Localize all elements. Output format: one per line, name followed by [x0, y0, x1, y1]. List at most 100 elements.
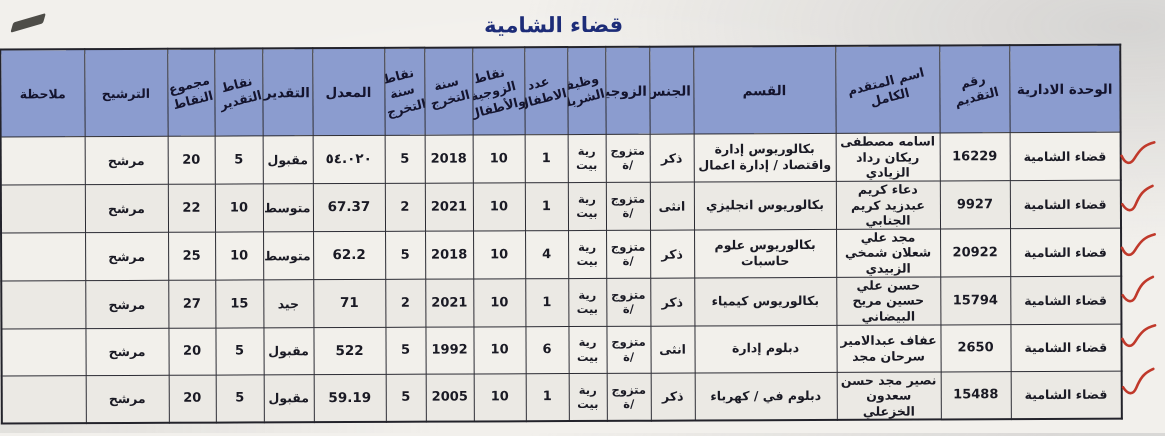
- cell-marital: متزوج /ة: [605, 182, 651, 231]
- red-check-icon: [1119, 229, 1156, 261]
- column-header-label: الوحدة الادارية: [1016, 81, 1113, 98]
- cell-grad_year: 2005: [425, 373, 474, 423]
- cell-unit: قضاء الشامية: [1010, 275, 1122, 325]
- cell-grad_year: 2018: [424, 134, 473, 184]
- cell-nomination: مرشح: [85, 374, 169, 424]
- cell-total: 20: [167, 136, 215, 185]
- cell-name: اسامه مصطفى ريكان رداد الزيادي: [835, 132, 940, 182]
- cell-nomination: مرشح: [85, 327, 169, 376]
- red-check-icon: [1119, 274, 1158, 308]
- column-header-label: نقاط سنة التخرج: [384, 64, 425, 120]
- cell-average: 522: [313, 326, 386, 375]
- cell-grad_year: 2021: [424, 182, 474, 231]
- table-row: قضاء الشامية 9927 دعاء كريم عبدزيد كريم ال…: [0, 180, 1122, 233]
- column-header-label: القسم: [742, 82, 787, 100]
- cell-dept: بكالوريوس علوم حاسبات: [694, 229, 837, 278]
- cell-grade_points: 10: [214, 183, 264, 232]
- cell-marital: متزوج /ة: [605, 134, 650, 183]
- cell-gender: ذكر: [650, 372, 695, 422]
- column-header-grad_points: نقاط سنة التخرج: [384, 47, 425, 136]
- cell-average: 71: [313, 278, 386, 328]
- column-header-label: نقاط التقدير: [217, 72, 263, 113]
- cell-children: 1: [524, 182, 569, 231]
- column-header-unit: الوحدة الادارية: [1009, 44, 1121, 133]
- column-header-grad_year: سنة التخرج: [424, 47, 473, 136]
- column-header-label: سنة التخرج: [429, 72, 472, 112]
- page-title: قضاء الشامية: [484, 12, 624, 38]
- cell-name: حسن علي حسين مريح البيضاني: [836, 276, 941, 325]
- column-header-label: ملاحظة: [19, 86, 66, 102]
- cell-grade_points: 10: [215, 231, 264, 280]
- cell-children: 1: [524, 134, 568, 183]
- cell-app_no: 15794: [940, 276, 1011, 325]
- column-header-label: الزوجية: [605, 83, 647, 100]
- cell-grade_points: 5: [215, 327, 264, 375]
- cell-dept: بكالوريوس إدارة واقتصاد / إدارة اعمال: [693, 133, 836, 182]
- cell-nomination: مرشح: [84, 184, 169, 233]
- cell-grade_points: 15: [215, 279, 264, 328]
- cell-grad_points: 2: [384, 183, 426, 232]
- cell-total: 20: [168, 374, 216, 424]
- cell-total: 25: [168, 231, 216, 280]
- cell-gender: ذكر: [650, 277, 695, 326]
- cell-dept: بكالوريوس انجليزي: [693, 181, 837, 230]
- column-header-label: اسم المتقدم الكامل: [845, 64, 926, 110]
- column-header-average: المعدل: [312, 47, 385, 136]
- cell-gender: انثى: [649, 181, 695, 230]
- cell-marital: متزوج /ة: [606, 325, 651, 373]
- cell-grade: مقبول: [262, 135, 313, 184]
- cell-grade: مقبول: [263, 327, 314, 375]
- column-header-grade_points: نقاط التقدير: [214, 48, 263, 137]
- cell-grad_points: 5: [385, 373, 426, 423]
- cell-note: [0, 184, 86, 233]
- table-header: الوحدة الادارية رقم التقديم اسم المتقدم ال…: [0, 44, 1121, 138]
- cell-name: مجد علي شعلان شمخي الزبيدي: [836, 228, 941, 278]
- cell-app_no: 9927: [939, 180, 1011, 229]
- cell-name: نصير مجد حسن سعدون الخزعلي: [836, 371, 941, 421]
- cell-dept: بكالوريوس كيمياء: [694, 277, 837, 326]
- cell-marital: متزوج /ة: [606, 229, 651, 279]
- cell-nomination: مرشح: [85, 279, 169, 329]
- cell-unit: قضاء الشامية: [1009, 132, 1121, 181]
- cell-partner_job: رية بيت: [568, 372, 607, 422]
- column-header-nomination: الترشيح: [84, 48, 168, 137]
- cell-gender: ذكر: [649, 134, 694, 183]
- cell-total: 22: [167, 183, 216, 233]
- column-header-label: التقدير: [263, 84, 310, 102]
- cell-unit: قضاء الشامية: [1009, 180, 1122, 229]
- column-header-dept: القسم: [693, 45, 836, 135]
- cell-grade: جيد: [263, 279, 314, 328]
- header-row: الوحدة الادارية رقم التقديم اسم المتقدم ال…: [0, 44, 1121, 138]
- column-header-label: الجنس: [649, 83, 691, 100]
- cell-marriage_points: 10: [472, 134, 525, 183]
- cell-name: دعاء كريم عبدزيد كريم الجنابي: [835, 180, 941, 230]
- column-header-marriage_points: نقاط الزوجية والأطفال: [472, 47, 525, 135]
- cell-grad_points: 5: [385, 230, 426, 279]
- cell-app_no: 15488: [940, 371, 1011, 420]
- cell-note: [0, 136, 85, 185]
- cell-nomination: مرشح: [85, 232, 169, 281]
- cell-partner_job: رية بيت: [567, 134, 606, 183]
- cell-marriage_points: 10: [473, 326, 526, 374]
- cell-children: 4: [525, 230, 569, 279]
- red-check-icon: [1119, 138, 1156, 170]
- table-row: قضاء الشامية 15794 حسن علي حسين مريح البيض…: [1, 275, 1122, 329]
- column-header-marital: الزوجية: [605, 46, 650, 135]
- cell-total: 20: [168, 327, 216, 375]
- cell-nomination: مرشح: [84, 136, 168, 185]
- column-header-label: رقم التقديم: [952, 70, 1000, 110]
- cell-app_no: 20922: [940, 228, 1011, 277]
- cell-dept: دبلوم إدارة: [694, 324, 837, 373]
- cell-partner_job: رية بيت: [568, 230, 607, 279]
- cell-dept: دبلوم في / كهرباء: [694, 371, 837, 421]
- cell-children: 1: [525, 278, 569, 327]
- cell-partner_job: رية بيت: [568, 325, 607, 374]
- column-header-label: مجموع النقاط: [167, 71, 215, 113]
- cell-app_no: 2650: [940, 324, 1011, 372]
- column-header-label: الترشيح: [101, 86, 151, 102]
- cell-note: [1, 232, 86, 281]
- column-header-label: المعدل: [325, 84, 372, 101]
- cell-note: [1, 280, 86, 329]
- cell-marital: متزوج /ة: [606, 372, 651, 422]
- cell-note: [1, 328, 86, 376]
